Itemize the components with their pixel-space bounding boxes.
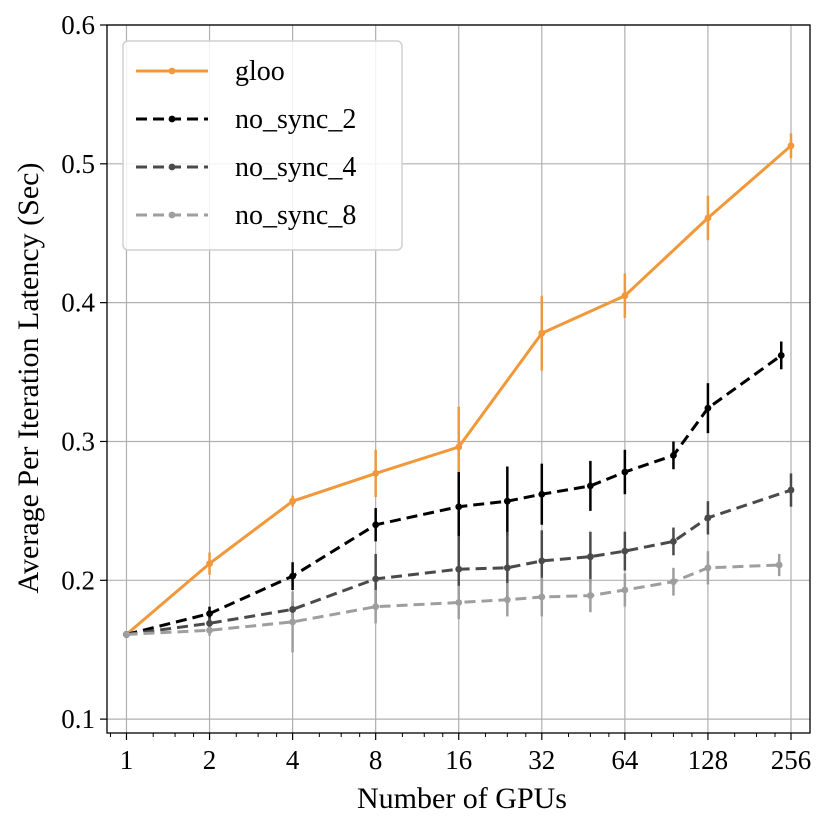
series-line-no-sync-8 bbox=[126, 563, 780, 636]
data-point-no-sync-2 bbox=[538, 490, 546, 498]
y-tick-label-0-6: 0.6 bbox=[61, 10, 95, 40]
data-point-no-sync-4 bbox=[289, 606, 297, 613]
x-axis-title: Number of GPUs bbox=[357, 782, 567, 815]
legend-marker-no-sync-4 bbox=[168, 163, 176, 171]
legend: gloo no_sync_2 no_sync_4 no_sync_8 bbox=[122, 40, 403, 251]
x-tick-label-8: 8 bbox=[369, 745, 383, 775]
series-lines bbox=[123, 142, 795, 638]
data-point-no-sync-4 bbox=[621, 547, 629, 555]
plot-frame bbox=[106, 24, 811, 734]
y-tick-label-0-3: 0.3 bbox=[61, 426, 95, 456]
data-point-no-sync-2 bbox=[289, 572, 297, 580]
legend-marker-no-sync-2 bbox=[168, 115, 176, 123]
data-point-no-sync-8 bbox=[775, 561, 783, 569]
data-point-no-sync-4 bbox=[586, 553, 594, 561]
x-tick-label-256: 256 bbox=[771, 745, 812, 775]
y-tick-label-0-4: 0.4 bbox=[61, 288, 95, 318]
data-point-no-sync-8 bbox=[372, 603, 380, 611]
data-point-gloo bbox=[704, 214, 712, 222]
data-point-no-sync-2 bbox=[621, 468, 629, 476]
data-point-gloo bbox=[372, 470, 380, 477]
data-point-gloo bbox=[787, 142, 795, 150]
data-point-gloo bbox=[289, 497, 297, 505]
data-point-no-sync-8 bbox=[206, 626, 213, 634]
data-point-no-sync-2 bbox=[777, 352, 785, 359]
x-tick-label-64: 64 bbox=[611, 745, 639, 775]
y-axis-title: Average Per Iteration Latency (Sec) bbox=[12, 163, 45, 594]
data-point-no-sync-2 bbox=[372, 521, 380, 529]
data-point-no-sync-8 bbox=[123, 631, 130, 638]
legend-marker-gloo bbox=[168, 67, 176, 75]
data-point-no-sync-2 bbox=[206, 610, 213, 618]
series-line-no-sync-4 bbox=[126, 488, 792, 636]
data-point-no-sync-2 bbox=[670, 451, 677, 459]
y-tick-label-0-2: 0.2 bbox=[61, 565, 95, 595]
axes bbox=[100, 24, 811, 740]
x-tick-label-2: 2 bbox=[203, 745, 217, 775]
data-point-no-sync-2 bbox=[704, 404, 712, 412]
x-tick-label-128: 128 bbox=[688, 745, 729, 775]
data-point-no-sync-4 bbox=[206, 619, 213, 627]
y-tick-label-0-1: 0.1 bbox=[61, 704, 95, 734]
y-tick-label-0-5: 0.5 bbox=[61, 149, 95, 179]
legend-label-no-sync-4: no_sync_4 bbox=[235, 152, 356, 183]
legend-frame bbox=[122, 40, 403, 251]
data-point-no-sync-8 bbox=[538, 593, 546, 601]
data-point-no-sync-4 bbox=[538, 557, 546, 565]
tick-labels: 1 2 4 8 16 32 64 128 256 0.1 0.2 0.3 0.4 0.5 0.6 bbox=[61, 10, 811, 775]
data-point-no-sync-2 bbox=[455, 503, 463, 511]
data-point-gloo bbox=[621, 292, 629, 300]
grid-lines bbox=[107, 24, 810, 733]
x-tick-label-32: 32 bbox=[528, 745, 555, 775]
x-tick-label-16: 16 bbox=[445, 745, 472, 775]
data-point-no-sync-8 bbox=[670, 578, 677, 586]
data-point-gloo bbox=[455, 443, 463, 451]
data-point-no-sync-8 bbox=[704, 564, 712, 572]
data-point-gloo bbox=[206, 560, 213, 568]
x-tick-label-4: 4 bbox=[286, 745, 300, 775]
data-point-no-sync-8 bbox=[289, 618, 297, 626]
data-point-no-sync-8 bbox=[455, 599, 463, 606]
legend-label-no-sync-8: no_sync_8 bbox=[235, 200, 356, 231]
data-point-no-sync-2 bbox=[503, 497, 511, 505]
data-point-no-sync-4 bbox=[670, 538, 677, 545]
data-point-no-sync-4 bbox=[372, 575, 380, 583]
data-point-no-sync-4 bbox=[455, 565, 463, 573]
x-tick-label-1: 1 bbox=[120, 745, 134, 775]
legend-label-gloo: gloo bbox=[235, 56, 285, 87]
data-point-no-sync-8 bbox=[586, 592, 594, 599]
data-point-no-sync-2 bbox=[586, 482, 594, 490]
data-point-gloo bbox=[538, 329, 546, 337]
data-point-no-sync-4 bbox=[503, 564, 511, 572]
data-point-no-sync-8 bbox=[621, 586, 629, 594]
legend-marker-no-sync-8 bbox=[168, 211, 176, 219]
legend-label-no-sync-2: no_sync_2 bbox=[235, 104, 356, 135]
data-point-no-sync-8 bbox=[503, 596, 511, 604]
data-point-no-sync-4 bbox=[787, 486, 795, 494]
series-line-no-sync-2 bbox=[126, 354, 783, 636]
data-point-no-sync-4 bbox=[704, 514, 712, 522]
